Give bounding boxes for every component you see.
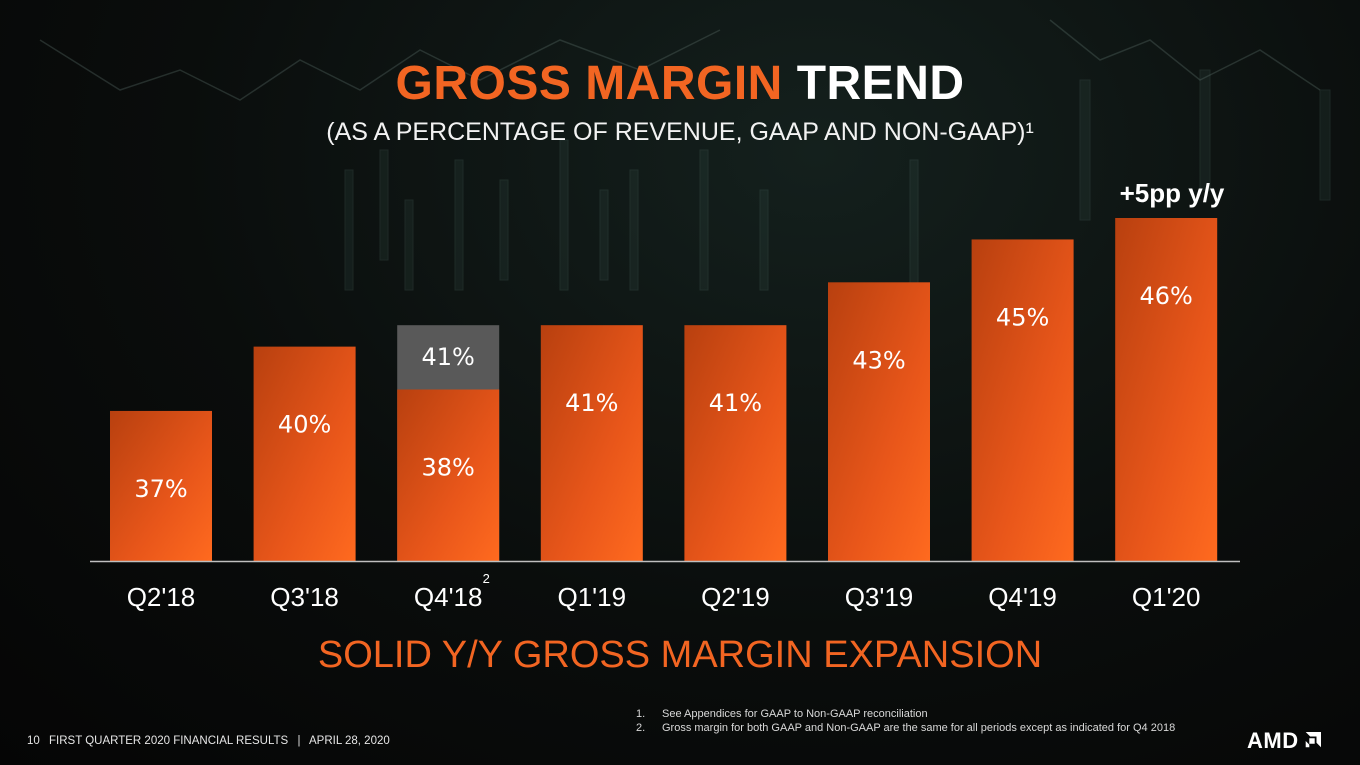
x-tick-label: Q4'19 bbox=[988, 582, 1057, 612]
footer-date: APRIL 28, 2020 bbox=[309, 735, 390, 747]
bar-value-label: 45% bbox=[996, 303, 1049, 331]
bar-value-label: 37% bbox=[134, 475, 187, 503]
amd-logo: AMD bbox=[1247, 728, 1321, 754]
bar-4 bbox=[684, 325, 787, 561]
title-plain: TREND bbox=[796, 57, 965, 110]
x-tick-label: Q3'18 bbox=[270, 582, 339, 612]
x-tick-label: Q4'18 bbox=[414, 582, 483, 612]
footnote-text: Gross margin for both GAAP and Non-GAAP … bbox=[662, 722, 1176, 734]
bar-value-label: 41% bbox=[709, 389, 762, 417]
bar-label-nongaap: 41% bbox=[422, 343, 475, 371]
bar-value-label: 40% bbox=[278, 411, 331, 439]
footnotes: 1. See Appendices for GAAP to Non-GAAP r… bbox=[636, 707, 1175, 735]
logo-text: AMD bbox=[1247, 728, 1299, 753]
footnote-1: 1. See Appendices for GAAP to Non-GAAP r… bbox=[636, 707, 1175, 721]
x-tick-label: Q2'18 bbox=[127, 582, 196, 612]
page-title: GROSS MARGIN TREND bbox=[0, 56, 1360, 111]
gross-margin-bar-chart: 37% Q2'18 40% Q3'18 41% 38% Q4'182 41% Q1'19 41% Q… bbox=[90, 178, 1240, 612]
bar-6 bbox=[971, 239, 1074, 561]
x-tick-label: Q3'19 bbox=[845, 582, 914, 612]
footer-separator: | bbox=[297, 735, 301, 747]
bar-5 bbox=[828, 282, 930, 561]
amd-arrow-icon bbox=[1305, 732, 1321, 748]
footer-text: FIRST QUARTER 2020 FINANCIAL RESULTS bbox=[49, 735, 289, 747]
footnote-number: 2. bbox=[636, 722, 646, 734]
bar-1 bbox=[253, 346, 356, 561]
footnote-text: See Appendices for GAAP to Non-GAAP reco… bbox=[662, 708, 928, 720]
bar-2 bbox=[397, 389, 500, 561]
x-tick-footnote-marker: 2 bbox=[483, 571, 490, 586]
x-tick-label: Q1'20 bbox=[1132, 582, 1201, 612]
bar-value-label: 41% bbox=[565, 389, 618, 417]
footnote-number: 1. bbox=[636, 708, 646, 720]
bar-3 bbox=[540, 325, 643, 561]
bar-0 bbox=[110, 410, 212, 561]
footnote-2: 2. Gross margin for both GAAP and Non-GA… bbox=[636, 721, 1175, 735]
page-subtitle: (AS A PERCENTAGE OF REVENUE, GAAP AND NO… bbox=[326, 118, 1034, 146]
page-number: 10 bbox=[27, 735, 40, 747]
bar-value-label: 43% bbox=[852, 346, 905, 374]
bar-value-label: 46% bbox=[1140, 282, 1193, 310]
x-tick-label: Q2'19 bbox=[701, 582, 770, 612]
bar-7 bbox=[1115, 218, 1218, 561]
bar-value-label: 38% bbox=[422, 454, 475, 482]
slide-footer: 10 FIRST QUARTER 2020 FINANCIAL RESULTS … bbox=[27, 735, 396, 747]
x-tick-label: Q1'19 bbox=[558, 582, 627, 612]
title-accent: GROSS MARGIN bbox=[395, 57, 783, 110]
callout-label: +5pp y/y bbox=[1120, 178, 1225, 208]
headline-text: SOLID Y/Y GROSS MARGIN EXPANSION bbox=[317, 634, 1043, 676]
